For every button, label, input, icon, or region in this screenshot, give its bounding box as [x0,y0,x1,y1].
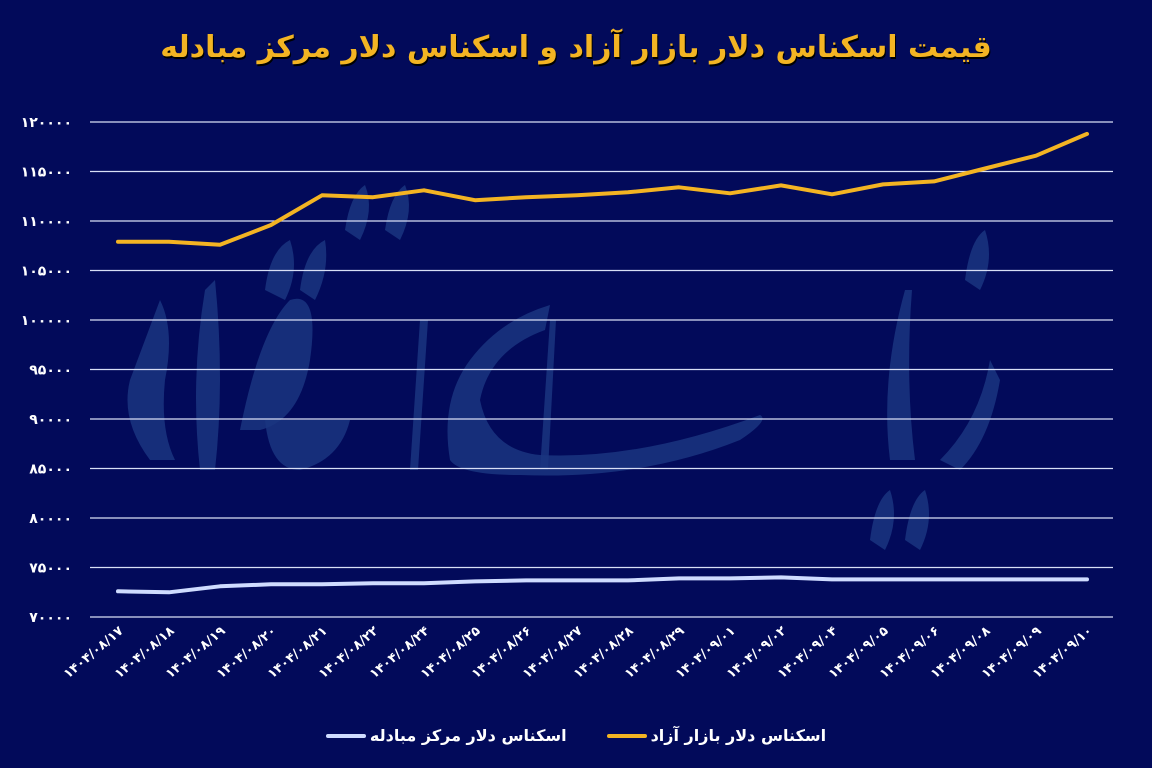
watermark-glyph [240,298,313,430]
watermark-glyph [345,185,369,240]
gridlines [90,121,1113,618]
watermark-logo [127,185,1000,550]
watermark-glyph [887,290,915,460]
watermark-glyph [965,230,989,290]
y-tick-label: ۹۵۰۰۰ [29,363,72,379]
watermark-glyph [870,490,894,550]
y-tick-label: ۱۲۰۰۰۰ [21,115,72,131]
watermark-glyph [196,280,220,470]
watermark-glyph [447,305,763,476]
y-tick-label: ۷۵۰۰۰ [29,561,72,577]
watermark-glyph [540,320,556,470]
chart-title: قیمت اسکناس دلار بازار آزاد و اسکناس دلا… [160,30,992,65]
watermark-glyph [127,300,175,460]
y-tick-label: ۸۵۰۰۰ [29,462,72,478]
watermark-glyph [385,185,409,240]
y-tick-label: ۱۱۵۰۰۰ [21,165,72,181]
watermark-glyph [940,360,1000,470]
y-tick-label: ۱۱۰۰۰۰ [21,214,72,230]
legend-label-exchange-center: اسکناس دلار مرکز مبادله [369,726,567,745]
legend-item-free-market: اسکناس دلار بازار آزاد [606,726,827,745]
legend: اسکناس دلار بازار آزاد اسکناس دلار مرکز … [0,726,1152,745]
y-axis: ۱۲۰۰۰۰ ۱۱۵۰۰۰ ۱۱۰۰۰۰ ۱۰۵۰۰۰ ۱۰۰۰۰۰ ۹۵۰۰۰ ۹۰۰۰۰… [21,115,72,626]
series-line-free-market [116,131,1089,247]
x-axis: ۱۴۰۴/۰۸/۱۷۱۴۰۴/۰۸/۱۸۱۴۰۴/۰۸/۱۹۱۴۰۴/۰۸/۲۰… [61,624,1096,682]
series-lines [116,131,1089,595]
legend-swatch-free-market [606,733,647,738]
watermark-glyph [905,490,929,550]
legend-swatch-exchange-center [325,733,366,738]
y-tick-label: ۱۰۰۰۰۰ [21,313,72,329]
legend-label-free-market: اسکناس دلار بازار آزاد [650,726,827,745]
legend-item-exchange-center: اسکناس دلار مرکز مبادله [325,726,567,745]
y-tick-label: ۹۰۰۰۰ [29,412,72,428]
y-tick-label: ۷۰۰۰۰ [29,610,72,626]
y-tick-label: ۸۰۰۰۰ [29,511,72,527]
series-line-exchange-center [116,575,1089,595]
watermark-glyph [410,320,428,470]
y-tick-label: ۱۰۵۰۰۰ [21,264,72,280]
watermark-glyph [265,420,350,470]
